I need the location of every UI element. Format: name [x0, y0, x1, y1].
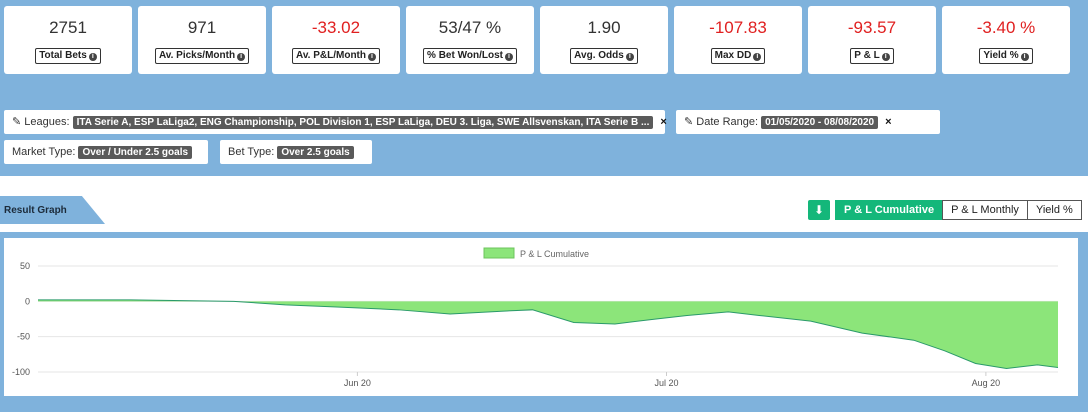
bet-type-label: Bet Type:	[228, 146, 275, 158]
stat-label-text: Yield %	[983, 50, 1019, 61]
market-type-filter[interactable]: Market Type: Over / Under 2.5 goals	[4, 140, 208, 164]
info-icon: i	[237, 53, 246, 61]
result-graph-title: Result Graph	[4, 205, 67, 216]
stat-label-text: Max DD	[714, 50, 752, 61]
x-tick-label: Aug 20	[972, 378, 1001, 388]
legend-label: P & L Cumulative	[520, 249, 589, 259]
stat-card: -33.02 Av. P&L/Month i	[272, 6, 400, 74]
stat-value: 53/47 %	[438, 18, 502, 37]
market-type-value: Over / Under 2.5 goals	[78, 146, 193, 159]
filter-bar: ✎ Leagues: ITA Serie A, ESP LaLiga2, ENG…	[0, 92, 1088, 176]
pl-monthly-button[interactable]: P & L Monthly	[942, 200, 1028, 220]
footer-band	[0, 396, 1088, 412]
stat-card: 53/47 % % Bet Won/Lost i	[406, 6, 534, 74]
stat-label-text: % Bet Won/Lost	[427, 50, 503, 61]
stat-value: 2751	[49, 18, 87, 37]
y-tick-label: 0	[25, 296, 30, 306]
leagues-value: ITA Serie A, ESP LaLiga2, ENG Championsh…	[72, 116, 654, 129]
clear-date-icon[interactable]: ×	[885, 116, 892, 128]
stat-value: 1.90	[587, 18, 621, 37]
stat-card: -107.83 Max DD i	[674, 6, 802, 74]
result-chart: 50 0 -50 -100 Jun 20 Jul 20 Aug 20 P & L Cumula…	[4, 238, 1078, 396]
stat-label-text: Av. P&L/Month	[296, 50, 366, 61]
pencil-icon: ✎	[684, 116, 694, 128]
leagues-label: Leagues:	[24, 116, 70, 128]
pl-area	[38, 299, 1058, 369]
chart-svg: 50 0 -50 -100 Jun 20 Jul 20 Aug 20 P & L Cumula…	[12, 247, 1059, 388]
info-icon: i	[504, 53, 513, 61]
stat-card: 971 Av. Picks/Month i	[138, 6, 266, 74]
stat-label[interactable]: Av. Picks/Month i	[154, 48, 250, 64]
pl-cumulative-button[interactable]: P & L Cumulative	[835, 200, 944, 220]
download-button[interactable]: ⬇	[808, 200, 830, 220]
stat-value: -93.57	[847, 18, 897, 37]
leagues-filter[interactable]: ✎ Leagues: ITA Serie A, ESP LaLiga2, ENG…	[4, 110, 667, 134]
info-icon: i	[881, 53, 890, 61]
info-icon: i	[88, 53, 97, 61]
stat-card: 1.90 Avg. Odds i	[540, 6, 668, 74]
stat-value: -33.02	[311, 18, 361, 37]
date-range-filter[interactable]: ✎ Date Range: 01/05/2020 - 08/08/2020 ×	[676, 110, 940, 134]
stat-value: -3.40 %	[976, 18, 1036, 37]
pl-line	[38, 299, 1059, 369]
stat-label[interactable]: Total Bets i	[35, 48, 101, 64]
y-tick-label: -100	[12, 367, 30, 377]
clear-leagues-icon[interactable]: ×	[660, 116, 667, 128]
stat-label[interactable]: % Bet Won/Lost i	[423, 48, 517, 64]
stat-card: 2751 Total Bets i	[4, 6, 132, 74]
download-icon: ⬇	[813, 203, 825, 217]
stat-value: -107.83	[709, 18, 767, 37]
stat-label-text: Avg. Odds	[574, 50, 624, 61]
stat-card: -3.40 % Yield % i	[942, 6, 1070, 74]
info-icon: i	[753, 53, 762, 61]
x-tick-label: Jul 20	[654, 378, 678, 388]
bet-type-filter[interactable]: Bet Type: Over 2.5 goals	[220, 140, 372, 164]
y-tick-label: 50	[20, 261, 30, 271]
stat-value: 971	[187, 18, 217, 37]
date-range-label: Date Range:	[696, 116, 759, 128]
info-icon: i	[625, 53, 634, 61]
info-icon: i	[368, 53, 376, 61]
stat-label[interactable]: Avg. Odds i	[570, 48, 638, 64]
date-range-value: 01/05/2020 - 08/08/2020	[761, 116, 879, 129]
y-tick-label: -50	[17, 332, 30, 342]
bet-type-value: Over 2.5 goals	[277, 146, 354, 159]
stat-label-text: Total Bets	[39, 50, 87, 61]
stats-row: 2751 Total Bets i 971 Av. Picks/Month i -33.02…	[0, 0, 1088, 82]
yield-button[interactable]: Yield %	[1026, 200, 1082, 220]
info-icon: i	[1020, 53, 1029, 61]
stat-label[interactable]: Yield % i	[979, 48, 1033, 64]
market-type-label: Market Type:	[12, 146, 76, 158]
stat-label[interactable]: Max DD i	[710, 48, 766, 64]
stat-label[interactable]: Av. P&L/Month i	[292, 48, 380, 64]
legend-swatch	[483, 247, 515, 259]
pencil-icon: ✎	[12, 116, 22, 128]
graph-mode-group: P & L Cumulative P & L Monthly Yield %	[835, 200, 1082, 220]
stat-label-text: P & L	[854, 50, 880, 61]
stat-label-text: Av. Picks/Month	[158, 50, 236, 61]
x-tick-label: Jun 20	[344, 378, 371, 388]
